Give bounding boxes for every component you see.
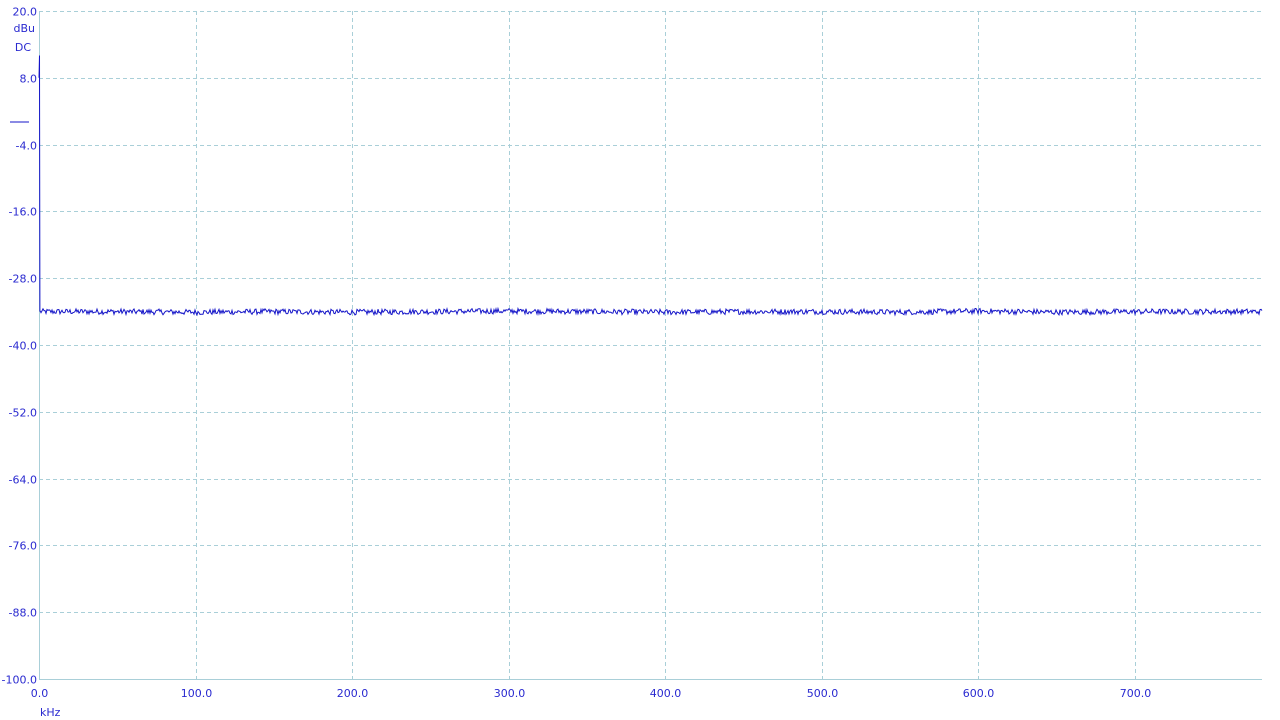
y-tick-label: -76.0	[9, 540, 37, 553]
y-axis-unit-label: dBu	[13, 22, 35, 35]
y-tick-label: -52.0	[9, 407, 37, 420]
x-tick-label: 500.0	[807, 687, 839, 700]
series-line	[38, 55, 1263, 317]
series-group	[38, 55, 1263, 317]
y-tick-label: 20.0	[13, 6, 38, 19]
x-tick-label: 200.0	[337, 687, 369, 700]
x-tick-label: 400.0	[650, 687, 682, 700]
y-tick-label: -4.0	[16, 140, 37, 153]
x-tick-label: 0.0	[31, 687, 49, 700]
x-tick-labels: 0.0 100.0 200.0 300.0 400.0 500.0 600.0 700.0	[31, 687, 1152, 700]
y-tick-label: -64.0	[9, 474, 37, 487]
x-tick-label: 100.0	[181, 687, 213, 700]
y-tick-label: -100.0	[2, 674, 37, 687]
y-tick-label: -88.0	[9, 607, 37, 620]
y-tick-labels: 20.0 8.0 -4.0 -16.0 -28.0 -40.0 -52.0 -64.0 -76.…	[2, 6, 37, 687]
y-tick-label: 8.0	[20, 73, 38, 86]
x-tick-label: 300.0	[494, 687, 526, 700]
x-tick-label: 700.0	[1120, 687, 1152, 700]
grid	[39, 11, 1262, 680]
x-axis-unit-label: kHz	[40, 706, 61, 719]
coupling-label: DC	[15, 41, 31, 54]
y-tick-label: -40.0	[9, 340, 37, 353]
y-tick-label: -16.0	[9, 206, 37, 219]
x-tick-label: 600.0	[963, 687, 995, 700]
y-tick-label: -28.0	[9, 273, 37, 286]
